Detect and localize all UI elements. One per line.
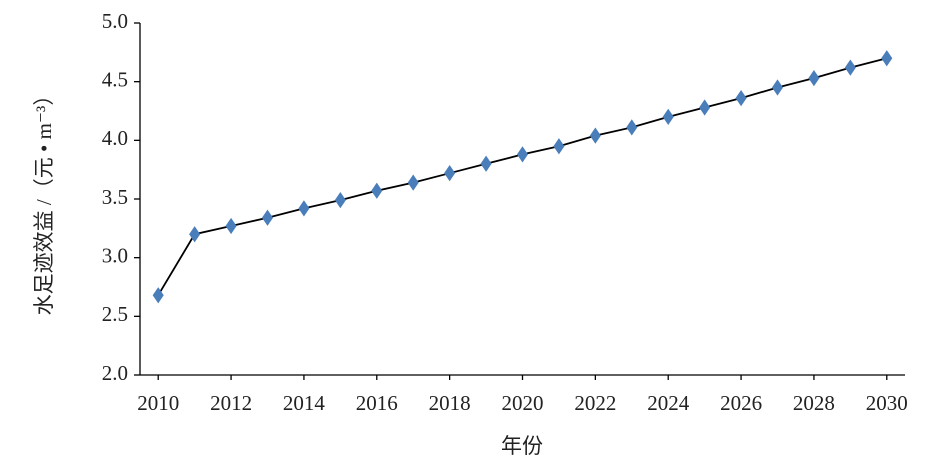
x-tick-label: 2012 [210,391,252,415]
x-tick-label: 2026 [720,391,762,415]
data-point [735,89,747,107]
data-point [626,119,638,136]
x-tick-label: 2028 [793,391,835,415]
data-point [334,192,346,209]
x-tick-label: 2020 [502,391,544,415]
x-axis-label: 年份 [501,434,543,458]
data-point [589,127,601,144]
x-tick-label: 2030 [866,391,908,415]
x-tick-label: 2016 [356,391,398,415]
data-point [699,99,711,116]
data-point [662,108,674,125]
y-tick-label: 2.0 [102,361,128,385]
data-point [261,209,274,226]
y-tick-label: 4.5 [102,67,128,91]
y-tick-label: 3.0 [102,243,128,267]
x-tick-label: 2010 [137,391,179,415]
data-point [516,146,529,163]
data-point [225,217,237,235]
data-point [808,70,820,87]
data-point [371,182,383,199]
x-tick-label: 2022 [574,391,616,415]
data-point [298,200,310,217]
y-tick-label: 2.5 [102,302,128,326]
x-tick-label: 2024 [647,391,690,415]
y-tick-label: 4.0 [102,126,128,150]
y-tick-label: 3.5 [102,185,128,209]
data-point [480,155,492,172]
y-tick-label: 5.0 [102,9,128,33]
y-axis-label: 水足迹效益 /（元 • m⁻³） [32,85,56,316]
data-point [444,165,456,182]
data-point [881,50,893,67]
data-point [553,138,565,155]
data-point [189,226,201,243]
data-point [407,174,419,191]
data-point [844,59,856,76]
data-point [152,287,164,304]
data-point [771,79,784,96]
x-tick-label: 2014 [283,391,326,415]
x-tick-label: 2018 [429,391,471,415]
